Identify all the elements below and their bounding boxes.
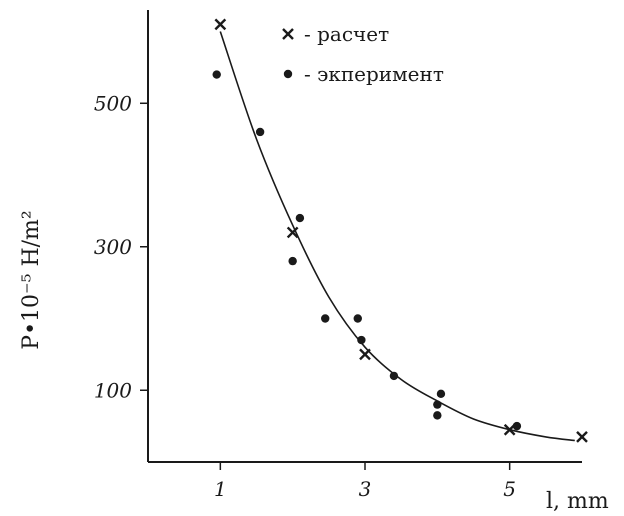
- y-axis-title: P•10⁻⁵ H/m²: [19, 210, 44, 349]
- y-tick-label: 100: [94, 378, 132, 402]
- experiment-point: [433, 411, 442, 420]
- experiment-point: [321, 314, 330, 323]
- data-marks: [212, 18, 588, 443]
- experiment-point: [512, 421, 522, 431]
- legend: - расчет - экперимент: [282, 22, 444, 86]
- legend-cross-icon: [282, 28, 294, 40]
- fit-curve: [219, 31, 575, 442]
- x-tick-label: 3: [359, 477, 372, 501]
- calc-point: [286, 226, 299, 239]
- experiment-point: [436, 389, 446, 399]
- experiment-point: [255, 127, 265, 137]
- experiment-point: [433, 400, 442, 409]
- calc-point: [359, 348, 371, 361]
- calc-point: [214, 18, 227, 31]
- legend-label: - расчет: [304, 22, 389, 46]
- experiment-point: [295, 213, 305, 223]
- x-tick-label: 5: [503, 477, 516, 501]
- y-ticks: 100 300 500: [94, 91, 148, 402]
- x-tick-label: 1: [214, 477, 227, 501]
- calc-point: [576, 431, 588, 443]
- experiment-point: [353, 314, 362, 323]
- experiment-point: [212, 70, 221, 79]
- experiment-point: [357, 335, 366, 345]
- experiment-point: [288, 256, 297, 266]
- legend-label: - экперимент: [304, 62, 444, 86]
- x-ticks: 1 3 5: [214, 462, 516, 501]
- x-axis-title: l, mm: [546, 489, 609, 514]
- y-tick-label: 500: [94, 91, 132, 115]
- y-tick-label: 300: [94, 235, 132, 259]
- experiment-point: [389, 371, 399, 381]
- legend-dot-icon: [283, 69, 293, 79]
